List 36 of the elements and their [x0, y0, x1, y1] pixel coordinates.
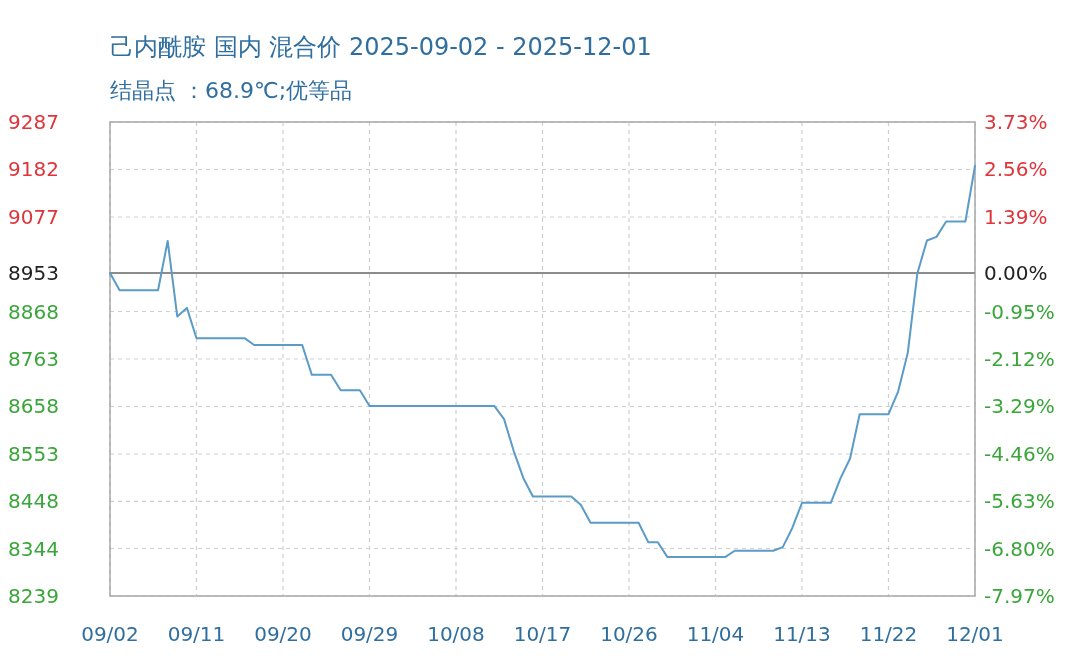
- y2-tick-label: -0.95%: [984, 299, 1055, 324]
- y2-tick-label: 1.39%: [984, 204, 1048, 229]
- y-tick-label: 8344: [8, 536, 59, 561]
- x-tick-label: 09/02: [81, 622, 139, 646]
- x-tick-label: 09/11: [167, 622, 226, 646]
- x-tick-label: 12/01: [946, 622, 1004, 646]
- x-tick-label: 09/20: [254, 622, 312, 646]
- x-tick-label: 10/26: [600, 622, 658, 646]
- y2-tick-label: -6.80%: [984, 536, 1055, 561]
- y-tick-label: 8763: [8, 347, 59, 371]
- y2-tick-label: 3.73%: [984, 110, 1048, 134]
- x-tick-label: 11/04: [686, 622, 745, 646]
- y2-tick-label: -7.97%: [984, 584, 1055, 608]
- y2-tick-label: 0.00%: [984, 261, 1048, 286]
- y-tick-label: 9287: [8, 110, 59, 134]
- x-tick-label: 10/17: [513, 622, 572, 646]
- y2-tick-label: -4.46%: [984, 441, 1055, 466]
- x-tick-label: 11/22: [859, 622, 918, 646]
- y-tick-label: 8448: [8, 489, 59, 514]
- y-tick-label: 8868: [8, 299, 59, 324]
- y-tick-label: 9077: [8, 204, 59, 229]
- y-tick-label: 8239: [8, 584, 59, 608]
- line-series: [109, 164, 976, 559]
- chart-subtitle: 结晶点 ：68.9℃;优等品: [110, 78, 353, 103]
- chart-title: 己内酰胺 国内 混合价 2025-09-02 - 2025-12-01: [110, 33, 652, 61]
- y-tick-label: 8553: [8, 441, 59, 466]
- y2-tick-label: -2.12%: [984, 347, 1055, 371]
- x-tick-label: 09/29: [340, 622, 399, 646]
- y2-tick-label: -5.63%: [984, 489, 1055, 514]
- y2-tick-label: -3.29%: [984, 394, 1055, 419]
- y-tick-label: 8953: [8, 261, 59, 286]
- y-tick-label: 8658: [8, 394, 59, 419]
- x-tick-label: 11/13: [773, 622, 831, 646]
- y2-tick-label: 2.56%: [984, 157, 1048, 182]
- x-tick-label: 10/08: [427, 622, 485, 646]
- y-tick-label: 9182: [8, 157, 59, 182]
